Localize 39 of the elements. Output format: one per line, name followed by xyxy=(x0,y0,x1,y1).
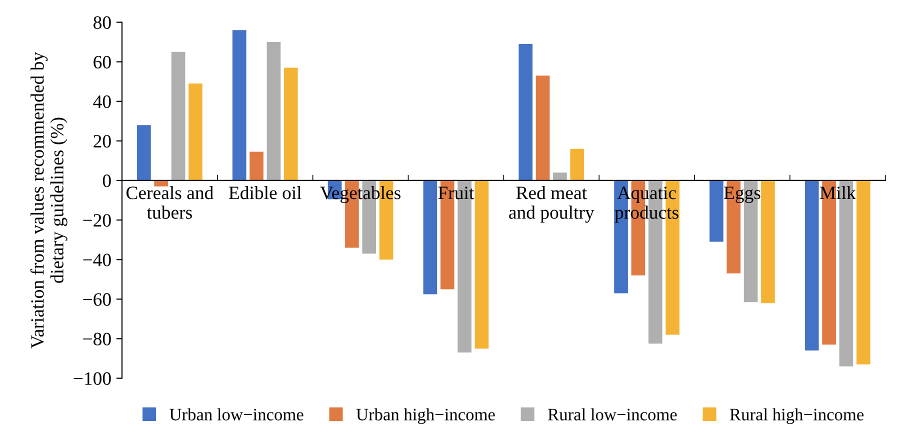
bar xyxy=(232,30,246,180)
y-tick-label: −40 xyxy=(83,254,111,266)
bar xyxy=(284,68,298,180)
y-tick-label: 80 xyxy=(94,16,111,29)
bar xyxy=(250,152,264,180)
legend-label: Urban high−income xyxy=(356,408,495,424)
bar xyxy=(761,180,775,304)
y-tick-label: −80 xyxy=(83,332,111,346)
y-tick-label: 40 xyxy=(93,95,111,108)
y-axis-title: Variation from values recommended by dietary guidelines (%) xyxy=(30,52,68,348)
y-tick-label: 20 xyxy=(94,134,111,148)
x-tick-label: Eggs xyxy=(724,186,760,204)
legend-label: Urban low−income xyxy=(170,408,304,420)
bar xyxy=(804,180,819,351)
x-tick-label: Red meat and poultry xyxy=(509,186,594,223)
y-tick-label: 60 xyxy=(94,56,111,68)
legend-label: Rural low−income xyxy=(548,408,677,420)
y-tick-label: −100 xyxy=(74,372,111,385)
bar xyxy=(423,180,438,294)
bar xyxy=(154,180,168,186)
bar xyxy=(266,42,281,180)
bar xyxy=(553,172,567,180)
bar xyxy=(188,84,202,180)
bar xyxy=(518,44,533,180)
bar xyxy=(710,180,724,242)
x-tick-label: Edible oil xyxy=(228,186,302,200)
bar xyxy=(171,52,186,180)
x-tick-label: Milk xyxy=(820,186,856,200)
y-tick-label: −20 xyxy=(83,214,111,227)
bar xyxy=(474,180,489,349)
y-tick-label: −60 xyxy=(83,293,111,306)
bar xyxy=(856,180,870,364)
bar xyxy=(536,76,550,180)
bar xyxy=(570,148,584,180)
bar xyxy=(137,125,151,180)
legend-label: Rural high−income xyxy=(730,408,864,424)
y-tick-label: 0 xyxy=(102,174,111,188)
x-tick-label: Fruit xyxy=(438,186,474,200)
x-tick-label: Cereals and tubers xyxy=(126,186,214,219)
